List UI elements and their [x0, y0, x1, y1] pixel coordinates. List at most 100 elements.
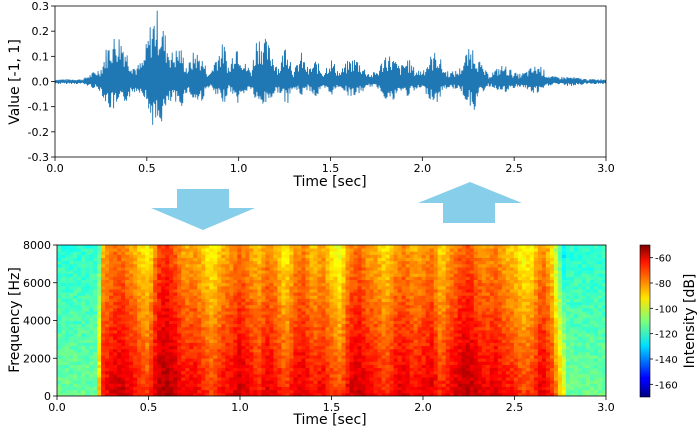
spectrogram-cell	[213, 298, 218, 303]
spectrogram-cell	[169, 323, 174, 328]
spectrogram-cell	[57, 251, 62, 255]
spectrogram-cell	[381, 276, 386, 281]
spectrogram-cell	[345, 314, 350, 318]
spectrogram-cell	[425, 279, 431, 284]
spectrogram-cell	[413, 304, 419, 309]
spectrogram-cell	[361, 279, 366, 284]
spectrogram-cell	[297, 270, 302, 274]
spectrogram-cell	[257, 311, 262, 315]
spectrogram-cell	[461, 304, 467, 309]
spectrogram-cell	[177, 336, 182, 340]
spectrogram-cell	[325, 282, 330, 287]
spectrogram-cell	[257, 348, 262, 353]
spectrogram-cell	[381, 370, 386, 375]
spectrogram-cell	[249, 307, 254, 312]
spectrogram-cell	[225, 392, 230, 396]
spectrogram-cell	[321, 245, 326, 249]
spectrogram-cell	[309, 314, 314, 318]
spectrogram-cell	[453, 364, 459, 369]
spectrogram-cell	[325, 289, 330, 293]
spectrogram-cell	[225, 304, 230, 309]
spectrogram-cell	[225, 336, 230, 340]
spectrogram-cell	[173, 383, 178, 387]
spectrogram-cell	[189, 317, 194, 321]
spectrogram-cell	[221, 295, 226, 299]
spectrogram-cell	[145, 392, 150, 396]
spectrogram-cell	[97, 245, 102, 249]
spectrogram-cell	[145, 386, 150, 391]
spectrogram-cell	[373, 311, 378, 315]
spectrogram-cell	[297, 263, 302, 268]
spectrogram-cell	[469, 383, 475, 387]
spectrogram-cell	[109, 292, 114, 296]
spectrogram-cell	[365, 351, 370, 356]
spectrogram-cell	[57, 260, 62, 265]
spectrogram-cell	[173, 355, 178, 359]
spectrogram-cell	[465, 311, 471, 315]
spectrogram-cell	[373, 298, 378, 303]
spectrogram-cell	[253, 351, 258, 356]
spectrogram-cell	[257, 392, 262, 396]
spectrogram-cell	[77, 389, 82, 394]
spectrogram-cell	[433, 386, 439, 391]
spectrogram-cell	[389, 323, 395, 328]
spectrogram-cell	[177, 282, 182, 287]
spectrogram-cell	[289, 289, 294, 293]
spectrogram-cell	[305, 285, 310, 290]
spectrogram-cell	[377, 282, 382, 287]
spectrogram-cell	[357, 307, 362, 312]
spectrogram-cell	[437, 251, 443, 255]
spectrogram-cell	[285, 298, 290, 303]
spectrogram-cell	[209, 348, 214, 353]
spectrogram-cell	[321, 314, 326, 318]
spectrogram-cell	[293, 298, 298, 303]
spectrogram-cell	[461, 311, 467, 315]
spectrogram-cell	[229, 311, 234, 315]
spectrogram-cell	[369, 389, 374, 394]
spectrogram-cell	[153, 351, 158, 356]
spectrogram-cell	[217, 260, 222, 265]
spectrogram-cell	[93, 260, 98, 265]
spectrogram-cell	[233, 276, 238, 281]
spectrogram-cell	[57, 245, 62, 249]
spectrogram-cell	[465, 260, 471, 265]
spectrogram-cell	[185, 358, 190, 362]
spectrogram-cell	[117, 279, 122, 284]
spectrogram-cell	[173, 314, 178, 318]
spectrogram-cell	[265, 282, 270, 287]
spectrogram-cell	[173, 273, 178, 277]
spectrogram-cell	[433, 361, 439, 365]
spectrogram-cell	[193, 336, 198, 340]
spectrogram-cell	[61, 285, 66, 290]
spectrogram-cell	[369, 370, 374, 375]
spectrogram-cell	[137, 329, 142, 334]
spectrogram-cell	[361, 257, 366, 262]
spectrogram-cell	[237, 282, 242, 287]
spectrogram-cell	[325, 342, 330, 347]
spectrogram-cell	[305, 263, 310, 268]
spectrogram-cell	[237, 254, 242, 258]
spectrogram-cell	[369, 311, 374, 315]
spectrogram-cell	[149, 358, 154, 362]
spectrogram-cell	[261, 383, 266, 387]
spectrogram-cell	[301, 342, 306, 347]
spectrogram-cell	[141, 351, 146, 356]
spectrogram-cell	[461, 317, 467, 321]
spectrogram-cell	[269, 323, 274, 328]
spectrogram-cell	[417, 367, 423, 372]
spectrogram-cell	[309, 339, 314, 343]
spectrogram-cell	[89, 314, 94, 318]
spectrogram-cell	[333, 355, 338, 359]
spectrogram-cell	[193, 270, 198, 274]
spectrogram-cell	[221, 257, 226, 262]
spectrogram-cell	[317, 358, 322, 362]
spectrogram-cell	[365, 314, 370, 318]
spectrogram-cell	[261, 364, 266, 369]
spectrogram-cell	[137, 364, 142, 369]
spectrogram-cell	[85, 292, 90, 296]
spectrogram-cell	[417, 301, 423, 306]
spectrogram-cell	[89, 248, 94, 252]
spectrogram-cell	[325, 276, 330, 281]
spectrogram-cell	[161, 329, 166, 334]
spectrogram-cell	[385, 380, 391, 384]
